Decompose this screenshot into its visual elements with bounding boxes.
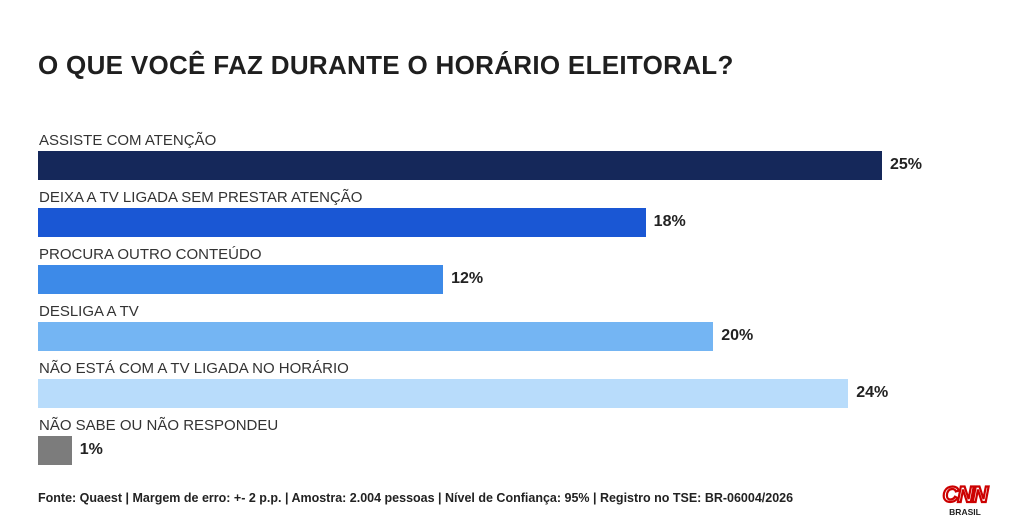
svg-text:CNN: CNN xyxy=(943,482,990,507)
bar-chart: ASSISTE COM ATENÇÃO 25% DEIXA A TV LIGADA … xyxy=(38,128,998,473)
bar-row: NÃO SABE OU NÃO RESPONDEU 1% xyxy=(38,413,998,470)
bar xyxy=(38,322,714,351)
cnn-brasil-logo: CNN BRASIL xyxy=(942,481,990,517)
bar-value-label: 1% xyxy=(79,441,103,458)
bar-value-label: 18% xyxy=(653,213,686,230)
bar-value-label: 12% xyxy=(451,270,484,287)
bar-row: PROCURA OUTRO CONTEÚDO 12% xyxy=(38,242,998,299)
logo-subtitle: BRASIL xyxy=(949,507,981,517)
bar-value-label: 24% xyxy=(856,384,889,401)
bar xyxy=(38,151,882,180)
bar-row: DEIXA A TV LIGADA SEM PRESTAR ATENÇÃO 18% xyxy=(38,185,998,242)
bar-row: ASSISTE COM ATENÇÃO 25% xyxy=(38,128,998,185)
bar-value-label: 25% xyxy=(890,156,923,173)
bar-category-label: NÃO SABE OU NÃO RESPONDEU xyxy=(39,417,279,434)
bar-category-label: DEIXA A TV LIGADA SEM PRESTAR ATENÇÃO xyxy=(39,189,363,206)
source-footnote: Fonte: Quaest | Margem de erro: +- 2 p.p… xyxy=(38,491,794,505)
bar xyxy=(38,208,646,237)
bar-row: DESLIGA A TV 20% xyxy=(38,299,998,356)
bar-category-label: PROCURA OUTRO CONTEÚDO xyxy=(39,246,262,263)
bar-row: NÃO ESTÁ COM A TV LIGADA NO HORÁRIO 24% xyxy=(38,356,998,413)
bar-value-label: 20% xyxy=(721,327,754,344)
bar xyxy=(38,436,72,465)
bar xyxy=(38,379,849,408)
bar-category-label: DESLIGA A TV xyxy=(39,303,139,320)
bar-category-label: NÃO ESTÁ COM A TV LIGADA NO HORÁRIO xyxy=(39,360,349,377)
bar xyxy=(38,265,444,294)
bar-category-label: ASSISTE COM ATENÇÃO xyxy=(39,132,217,149)
chart-title: O QUE VOCÊ FAZ DURANTE O HORÁRIO ELEITOR… xyxy=(38,50,734,80)
